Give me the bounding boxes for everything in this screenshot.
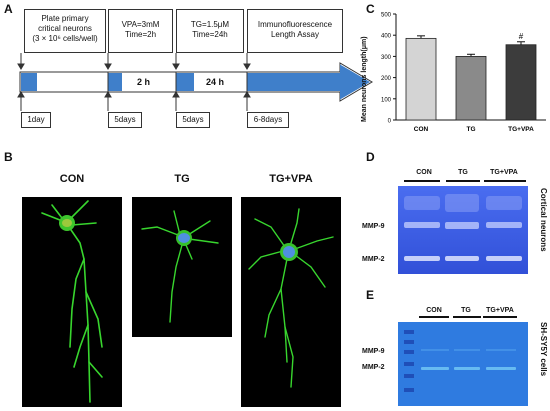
arrow-head-down-4	[243, 63, 251, 70]
gel-e-band-mmp9: MMP-9	[362, 348, 385, 355]
step-if-box: Immunofluorescence Length Assay	[247, 9, 343, 53]
chart-ytick-label: 300	[381, 55, 392, 61]
day-box-2: 5days	[108, 112, 142, 128]
gel-d-band-mmp9: MMP-9	[362, 223, 385, 230]
condition-label-tg: TG	[174, 173, 190, 185]
arrow-head-down-2	[104, 63, 112, 70]
day-box-1: 1day	[21, 112, 51, 128]
panel-c-letter: C	[366, 2, 375, 16]
arrow-up-2	[104, 91, 112, 98]
chart-bar	[455, 56, 487, 121]
chart-ytick-label: 500	[381, 13, 392, 19]
chart-bar	[505, 44, 537, 121]
panel-a-letter: A	[4, 2, 13, 16]
gel-d-col-con: CON	[416, 169, 432, 176]
micrograph-tg	[132, 197, 232, 337]
gel-d-image	[398, 186, 528, 274]
gel-e-image	[398, 322, 528, 406]
gel-d-band-mmp2: MMP-2	[362, 256, 385, 263]
gel-d-col-tgvpa: TG+VPA	[490, 169, 518, 176]
step-vpa-box: VPA=3mM Time=2h	[108, 9, 173, 53]
chart-bar	[405, 37, 437, 121]
gel-e-col-tg: TG	[461, 307, 471, 314]
chart-ytick-label: 0	[388, 119, 392, 125]
gel-e-col-con: CON	[426, 307, 442, 314]
day-box-3: 5days	[176, 112, 210, 128]
arrow-up-1	[17, 91, 25, 98]
chart-ytick-label: 400	[381, 34, 392, 40]
timeline-svg	[17, 53, 373, 111]
step-tg-line2: Time=24h	[192, 30, 228, 39]
step-if-line1: Immunofluorescence	[257, 20, 333, 29]
chart-annotation: #	[519, 32, 524, 41]
arrow-up-4	[243, 91, 251, 98]
chart-ylabel: Mean neurons length(μm)	[361, 36, 368, 122]
panel-b-letter: B	[4, 150, 13, 164]
panel-d-letter: D	[366, 150, 375, 164]
chart-xtick-label: TG	[466, 126, 475, 133]
chart-ytick-label: 200	[381, 76, 392, 82]
duration-24h: 24 h	[206, 77, 225, 87]
timeline-segment-1	[21, 73, 37, 91]
step-plate-line3: (3 × 10⁶ cells/well)	[32, 34, 98, 43]
step-plate-line1: Plate primary	[41, 14, 89, 23]
timeline-segment-2	[108, 73, 122, 91]
gel-d-column-bars	[404, 180, 526, 182]
chart-ytick-label: 100	[381, 97, 392, 103]
step-vpa-line2: Time=2h	[124, 30, 157, 39]
duration-2h: 2 h	[137, 77, 151, 87]
gel-e-band-mmp2: MMP-2	[362, 364, 385, 371]
chart-xtick-label: CON	[414, 126, 429, 133]
step-tg-line1: TG=1.5μM	[190, 20, 230, 29]
gel-e-column-bars	[419, 316, 517, 318]
step-if-line2: Length Assay	[270, 30, 320, 39]
arrow-head-down-3	[172, 63, 180, 70]
day-box-4: 6-8days	[247, 112, 289, 128]
chart-xtick-label: TG+VPA	[508, 126, 534, 133]
arrow-head-down-1	[17, 63, 25, 70]
gel-d-col-tg: TG	[458, 169, 468, 176]
gel-e-col-tgvpa: TG+VPA	[486, 307, 514, 314]
step-tg-box: TG=1.5μM Time=24h	[176, 9, 244, 53]
timeline-segment-3	[176, 73, 194, 91]
micrograph-con	[22, 197, 122, 407]
gel-e-side-label: SH-SY5Y cells	[539, 322, 548, 377]
panel-e-letter: E	[366, 288, 375, 302]
timeline-segment-4	[247, 64, 370, 100]
step-plate-line2: critical neurons	[38, 24, 92, 33]
gel-d-side-label: Cortical neurons	[539, 188, 548, 252]
step-vpa-line1: VPA=3mM	[121, 20, 160, 29]
condition-label-tgvpa: TG+VPA	[269, 173, 313, 185]
bar-chart: 0 100 200 300 400 500 CON TG TG+VPA #	[381, 13, 546, 133]
condition-label-con: CON	[59, 173, 85, 185]
micrograph-tgvpa	[241, 197, 341, 407]
step-plate-box: Plate primary critical neurons (3 × 10⁶ …	[24, 9, 106, 53]
arrow-up-3	[172, 91, 180, 98]
